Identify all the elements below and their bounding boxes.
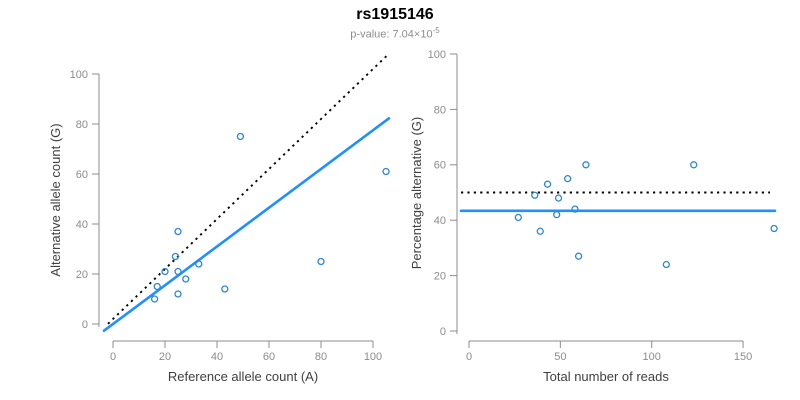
data-point	[571, 205, 579, 213]
data-point	[174, 290, 182, 298]
y-axis-tick-label: 40	[76, 219, 88, 231]
fitted-line	[102, 117, 391, 333]
data-point	[574, 252, 583, 260]
data-point	[770, 224, 778, 233]
data-point	[182, 275, 190, 283]
data-point	[582, 161, 590, 169]
y-axis-tick-label: 0	[440, 326, 446, 338]
y-axis-tick-label: 80	[76, 119, 88, 131]
y-axis-tick-label: 60	[434, 160, 446, 172]
y-axis-tick-label: 20	[76, 269, 88, 281]
data-point	[690, 161, 698, 169]
data-point	[536, 227, 544, 235]
data-point	[382, 167, 390, 176]
data-point	[662, 260, 670, 269]
x-axis-tick-label: 50	[554, 351, 566, 363]
y-axis-tick-label: 60	[76, 169, 88, 181]
data-point	[153, 282, 161, 291]
plot-subtitle: p-value: 7.04×10-5	[0, 26, 790, 41]
x-axis-tick-label: 100	[643, 351, 661, 363]
y-axis-tick-label: 0	[82, 319, 88, 331]
data-point	[150, 295, 159, 303]
data-point	[195, 260, 203, 268]
x-axis-tick-label: 40	[211, 351, 223, 363]
data-point	[564, 174, 572, 183]
y-axis-tick-label: 100	[70, 69, 88, 81]
data-point	[171, 252, 180, 261]
x-axis-tick-label: 20	[159, 351, 171, 363]
data-point	[161, 267, 169, 276]
x-axis-tick-label: 0	[466, 351, 472, 363]
y-axis-tick-label: 20	[434, 270, 446, 282]
y-axis-tick-label: 80	[434, 104, 446, 116]
data-point	[543, 180, 552, 188]
pvalue-text: p-value: 7.04×10	[350, 28, 433, 41]
x-axis-tick-label: 150	[734, 351, 752, 363]
y-axis-tick-label: 40	[434, 215, 446, 227]
x-axis-title: Reference allele count (A)	[168, 369, 318, 384]
y-axis-title: Percentage alternative (G)	[409, 117, 424, 269]
data-point	[317, 257, 325, 266]
data-point	[514, 213, 522, 222]
x-axis-tick-label: 60	[263, 351, 275, 363]
x-axis-tick-label: 100	[364, 351, 382, 363]
y-axis-title: Alternative allele count (G)	[48, 123, 63, 276]
y-axis-tick-label: 100	[428, 49, 446, 61]
x-axis-title: Total number of reads	[543, 369, 669, 384]
plot-title: rs1915146	[356, 6, 434, 23]
data-point	[554, 194, 563, 202]
data-point	[174, 267, 182, 276]
expected-identity-line	[107, 54, 388, 325]
data-point	[236, 132, 245, 141]
data-point	[531, 191, 539, 199]
data-point	[553, 211, 561, 219]
data-point	[174, 227, 182, 236]
pvalue-exponent: -5	[432, 26, 440, 35]
x-axis-tick-label: 80	[315, 351, 327, 363]
x-axis-tick-label: 0	[110, 351, 116, 363]
data-point	[221, 285, 229, 293]
